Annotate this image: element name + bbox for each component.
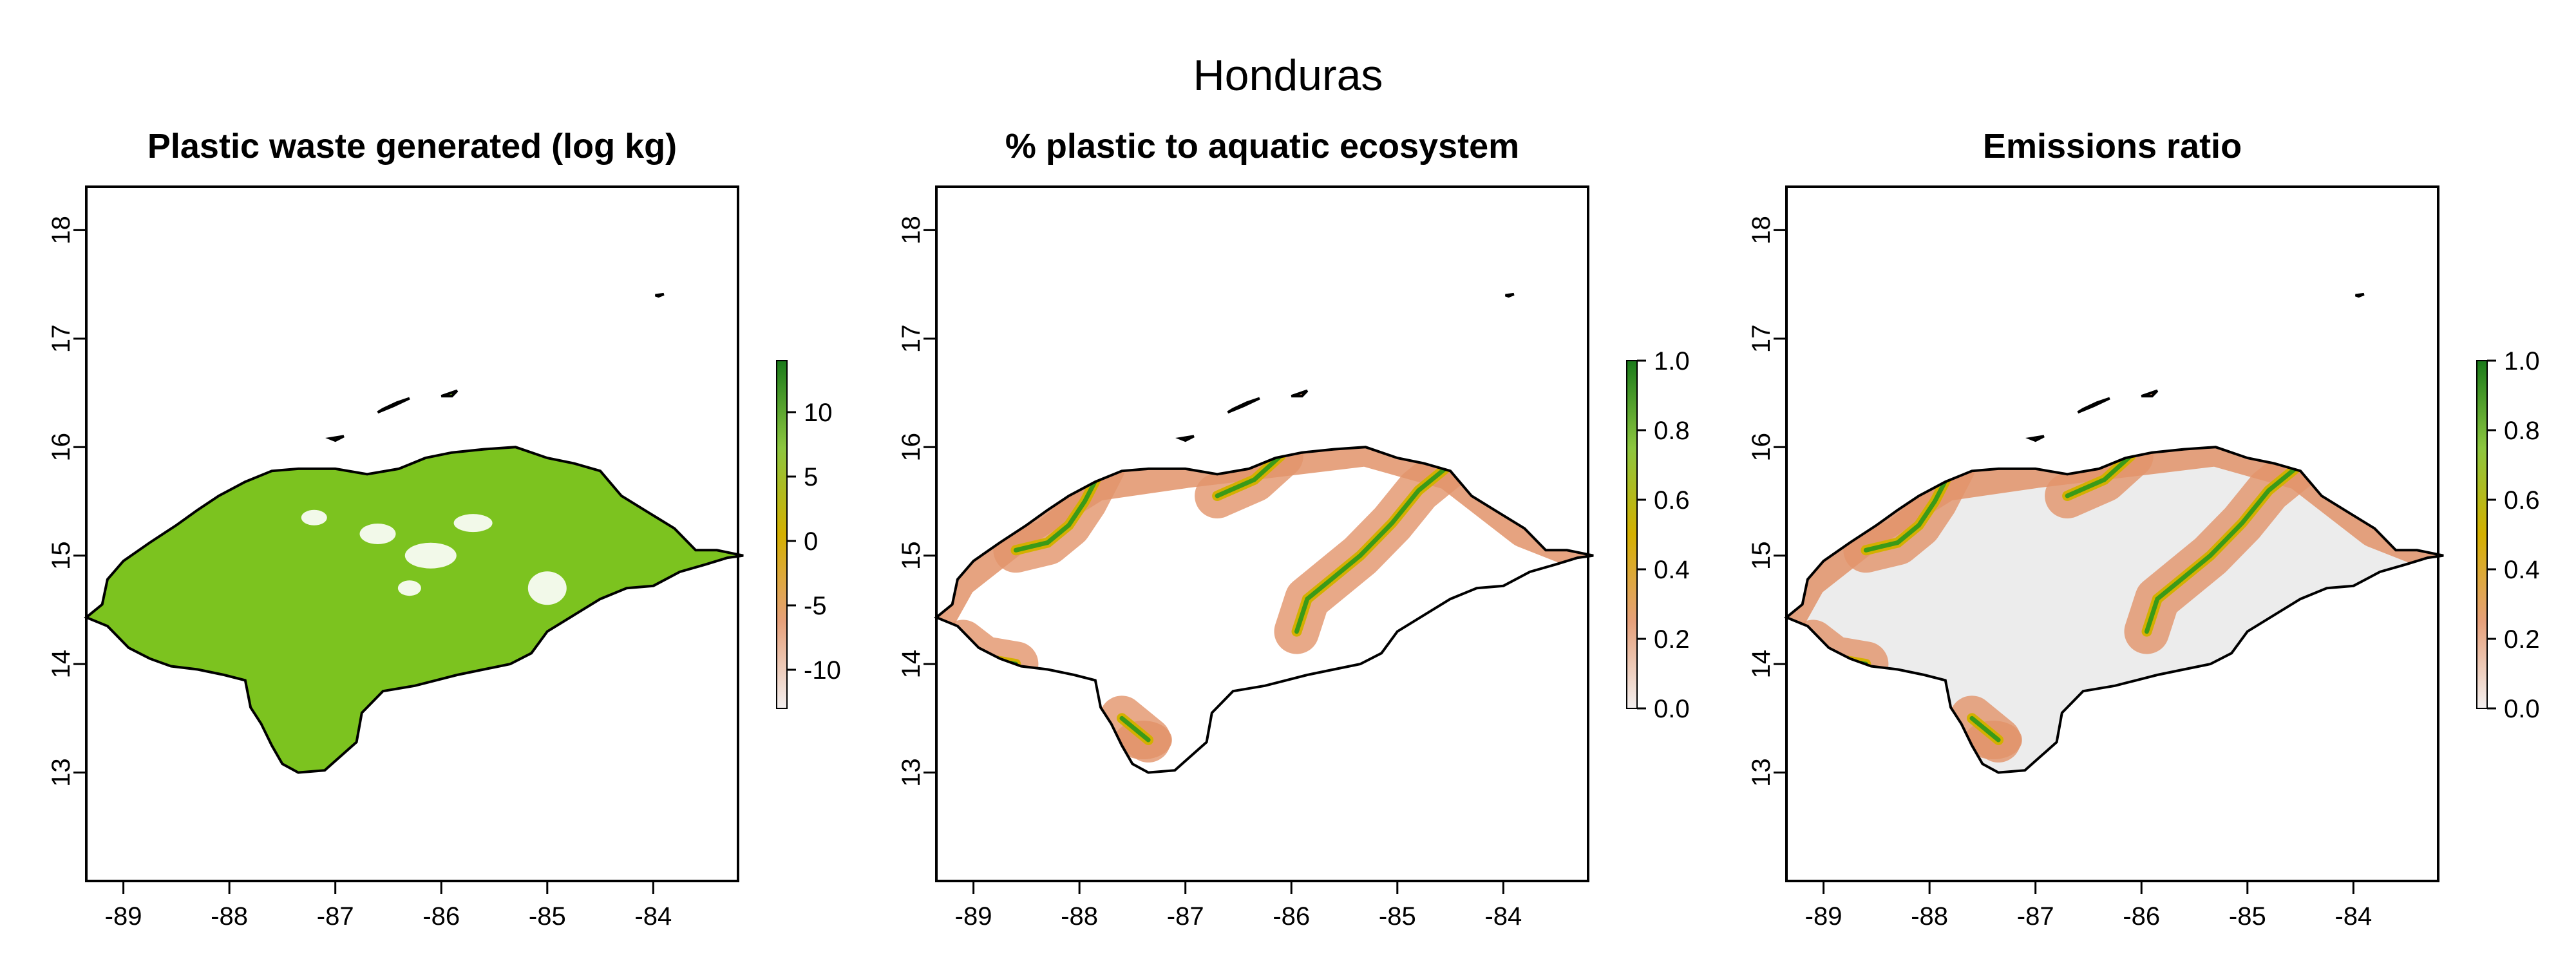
river-line [2145,466,2298,634]
nodata-patches [301,509,567,605]
colorbar-tick-label: 0.4 [1654,556,1690,584]
y-tick-label: 13 [897,758,925,787]
colorbar-tick-label: 0.4 [2504,556,2540,584]
country-outline [934,446,1594,774]
plot-frame [85,185,739,882]
panel-title: Emissions ratio [1983,127,2242,166]
island-outline [1175,435,1195,442]
y-tick-label: 15 [47,541,75,570]
colorbar-tick-label: 0 [804,527,818,556]
island-outline [2354,292,2365,298]
colorbar-tick-label: 5 [804,463,818,491]
y-tick-label: 14 [897,650,925,679]
x-tick-label: -86 [2123,902,2160,931]
x-tick-label: -84 [1484,902,1522,931]
colorbar-tick-label: 0.2 [1654,625,1690,654]
x-tick-label: -88 [1911,902,1948,931]
colorbar-tick-label: 0.6 [1654,486,1690,515]
x-tick-label: -89 [1805,902,1842,931]
x-tick-label: -85 [2229,902,2266,931]
plot-frame [935,185,1589,882]
y-tick-label: 16 [1747,433,1776,462]
y-tick-label: 13 [1747,758,1776,787]
x-tick-label: -88 [1061,902,1098,931]
colorbar-tick-label: 0.6 [2504,486,2540,515]
y-tick-label: 14 [1747,650,1776,679]
island-outline [2077,397,2110,414]
y-tick-label: 17 [897,325,925,354]
river-line [1119,715,1151,743]
x-tick-label: -84 [2334,902,2372,931]
x-tick-label: -86 [1273,902,1310,931]
panel-title: % plastic to aquatic ecosystem [1005,127,1519,166]
x-tick-label: -89 [105,902,142,931]
colorbar-tick-label: 0.0 [1654,695,1690,723]
river-line [1215,453,1283,498]
x-tick-label: -87 [317,902,354,931]
island-outline [377,397,410,414]
y-tick-label: 16 [897,433,925,462]
colorbar-tick-label: 0.0 [2504,695,2540,723]
river-line [1013,464,1105,553]
colorbar-tick-label: -10 [804,656,841,685]
land-fill [1786,447,2444,773]
panel-title: Plastic waste generated (log kg) [147,127,677,166]
map-panel-2: % plastic to aquatic ecosystem -89 -88 -87 -… [897,127,1690,931]
plot-frame [1785,185,2439,882]
y-tick-label: 15 [1747,541,1776,570]
colorbar-tick-label: 0.8 [2504,417,2540,445]
colorbar [776,360,788,709]
colorbar-tick-label: 1.0 [1654,347,1690,375]
y-tick-label: 18 [897,216,925,245]
x-tick-label: -88 [211,902,248,931]
map-panel-1: Plastic waste generated (log kg) -89 -88 -8… [47,127,841,931]
x-tick-label: -89 [955,902,992,931]
y-tick-label: 17 [47,325,75,354]
island-outline [1227,397,1260,414]
x-tick-label: -85 [529,902,566,931]
figure-title: Honduras [1193,51,1383,100]
y-tick-label: 17 [1747,325,1776,354]
colorbar-tick-label: 1.0 [2504,347,2540,375]
y-tick-label: 13 [47,758,75,787]
river-line [1294,466,1448,634]
colorbar-tick-label: -5 [804,592,827,620]
island-outline [654,292,665,298]
country-outline [84,446,744,774]
y-tick-label: 15 [897,541,925,570]
x-tick-label: -87 [1167,902,1204,931]
x-tick-label: -84 [634,902,672,931]
colorbar-tick-label: 0.8 [1654,417,1690,445]
river-line [1863,464,1955,553]
land-fill [936,447,1594,773]
colorbar [1626,360,1638,709]
map-panel-3: Emissions ratio -89 -88 -87 -86 -85 -84 13 14 15 1… [1747,127,2540,931]
y-tick-label: 16 [47,433,75,462]
colorbar-tick-label: 0.2 [2504,625,2540,654]
colorbar [2476,360,2488,709]
y-tick-label: 18 [1747,216,1776,245]
island-outline [2141,389,2159,398]
x-tick-label: -85 [1379,902,1416,931]
island-outline [1504,292,1515,298]
river-line [2065,453,2134,498]
island-outline [440,389,459,398]
y-tick-label: 18 [47,216,75,245]
island-outline [2025,435,2045,442]
river-line [1969,715,2001,743]
y-tick-label: 14 [47,650,75,679]
colorbar-tick-label: 10 [804,399,833,427]
island-outline [1291,389,1309,398]
x-tick-label: -86 [422,902,460,931]
land-fill [86,447,744,773]
island-outline [325,435,345,442]
country-outline [1784,446,2444,774]
x-tick-label: -87 [2017,902,2054,931]
